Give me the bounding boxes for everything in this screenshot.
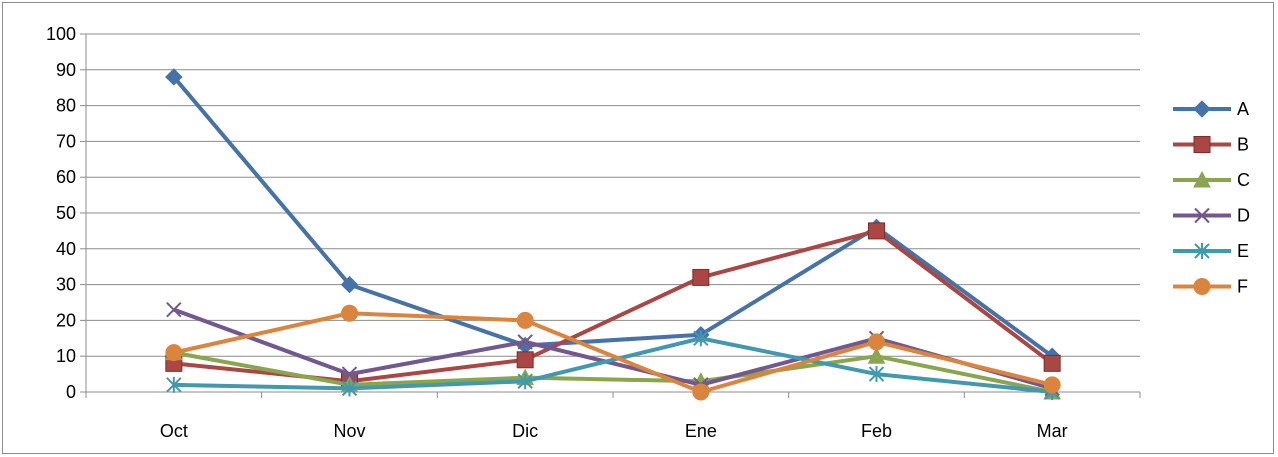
line-chart: 0 10 20 30 40 50 60 70 80 90 100 Oct Nov Dic Ene Feb Ma… xyxy=(46,24,1250,441)
legend-item-a: A xyxy=(1173,99,1249,119)
series-e-point xyxy=(517,373,533,390)
x-tick-label: Nov xyxy=(333,421,365,441)
legend-item-e: E xyxy=(1173,241,1249,261)
series-e-point xyxy=(868,366,885,383)
series-b-point xyxy=(868,222,885,240)
x-tick-label: Dic xyxy=(512,421,538,441)
x-tick-label: Feb xyxy=(861,421,892,441)
gridlines xyxy=(86,33,1140,357)
x-tick-labels: Oct Nov Dic Ene Feb Mar xyxy=(160,421,1068,441)
axes xyxy=(80,33,1141,398)
series-a-point xyxy=(340,275,359,294)
legend-item-f-marker xyxy=(1193,278,1211,295)
legend-item-d: D xyxy=(1173,206,1250,226)
series-f-point xyxy=(341,304,358,322)
series-d-point xyxy=(341,366,358,382)
legend-item-e-label: E xyxy=(1237,241,1249,261)
legend-item-c-marker xyxy=(1193,170,1211,188)
series-lines xyxy=(164,68,1061,401)
y-tick-label: 20 xyxy=(56,310,76,330)
y-tick-label: 100 xyxy=(46,24,76,44)
series-e-point xyxy=(341,380,358,397)
series-f xyxy=(165,304,1061,401)
legend-item-c-label: C xyxy=(1237,170,1250,190)
legend-item-f-label: F xyxy=(1237,277,1248,297)
y-tick-label: 40 xyxy=(56,239,76,259)
series-b-point xyxy=(1043,354,1061,372)
series-a-point xyxy=(165,68,183,86)
y-tick-label: 60 xyxy=(56,167,76,187)
series-f-point xyxy=(165,344,183,362)
x-tick-label: Mar xyxy=(1037,421,1068,441)
series-c-line xyxy=(173,350,1053,394)
y-tick-label: 0 xyxy=(66,382,76,402)
legend-item-a-marker xyxy=(1193,100,1211,118)
series-b-point xyxy=(516,351,534,369)
series-d-point xyxy=(517,334,533,350)
y-tick-label: 30 xyxy=(56,275,76,295)
x-tick-label: Oct xyxy=(160,421,188,441)
legend-item-b-marker xyxy=(1193,136,1211,153)
legend-item-c: C xyxy=(1173,170,1250,190)
series-f-point xyxy=(516,311,534,329)
legend-item-a-label: A xyxy=(1237,99,1249,119)
y-tick-label: 90 xyxy=(56,60,76,80)
y-tick-label: 10 xyxy=(56,346,76,366)
series-e-point xyxy=(166,376,182,393)
series-e-line xyxy=(173,336,1053,394)
y-tick-label: 50 xyxy=(56,203,76,223)
legend-item-d-label: D xyxy=(1237,206,1250,226)
series-f-point xyxy=(692,383,710,401)
series-c-point xyxy=(867,347,886,364)
series-d-line xyxy=(173,307,1053,391)
series-a-line xyxy=(172,75,1054,358)
series-f-line xyxy=(173,311,1053,394)
series-b-point xyxy=(692,268,710,286)
legend-item-e-marker xyxy=(1194,243,1210,259)
series-a-point xyxy=(516,336,534,355)
series-d-point xyxy=(166,301,182,318)
series-e-point xyxy=(693,330,709,347)
x-tick-label: Ene xyxy=(685,421,717,441)
y-tick-labels: 0 10 20 30 40 50 60 70 80 90 100 xyxy=(46,24,76,402)
y-tick-label: 80 xyxy=(56,96,76,116)
series-f-point xyxy=(868,333,885,351)
series-f-point xyxy=(1043,376,1061,394)
legend-item-f: F xyxy=(1173,277,1248,297)
legend-item-b: B xyxy=(1173,135,1249,155)
legend-item-b-label: B xyxy=(1237,135,1249,155)
legend-item-d-marker xyxy=(1194,207,1210,224)
y-tick-label: 70 xyxy=(56,131,76,151)
